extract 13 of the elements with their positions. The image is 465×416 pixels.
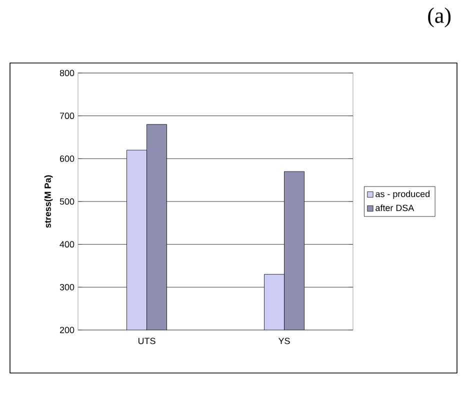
- y-tick-label: 400: [60, 241, 74, 248]
- y-axis-title: stress(M Pa): [44, 175, 53, 228]
- x-tick-label: YS: [278, 338, 290, 344]
- legend-label: after DSA: [376, 204, 414, 212]
- y-tick-label: 500: [60, 198, 74, 205]
- y-tick-label: 300: [60, 284, 74, 290]
- legend-label: as - produced: [376, 190, 430, 199]
- y-tick-label: 800: [60, 70, 74, 76]
- y-tick-label: 200: [60, 326, 74, 334]
- x-tick-label: UTS: [138, 338, 156, 344]
- y-tick-label: 600: [60, 155, 74, 162]
- text: (a): [428, 8, 451, 28]
- y-tick-label: 700: [60, 112, 74, 120]
